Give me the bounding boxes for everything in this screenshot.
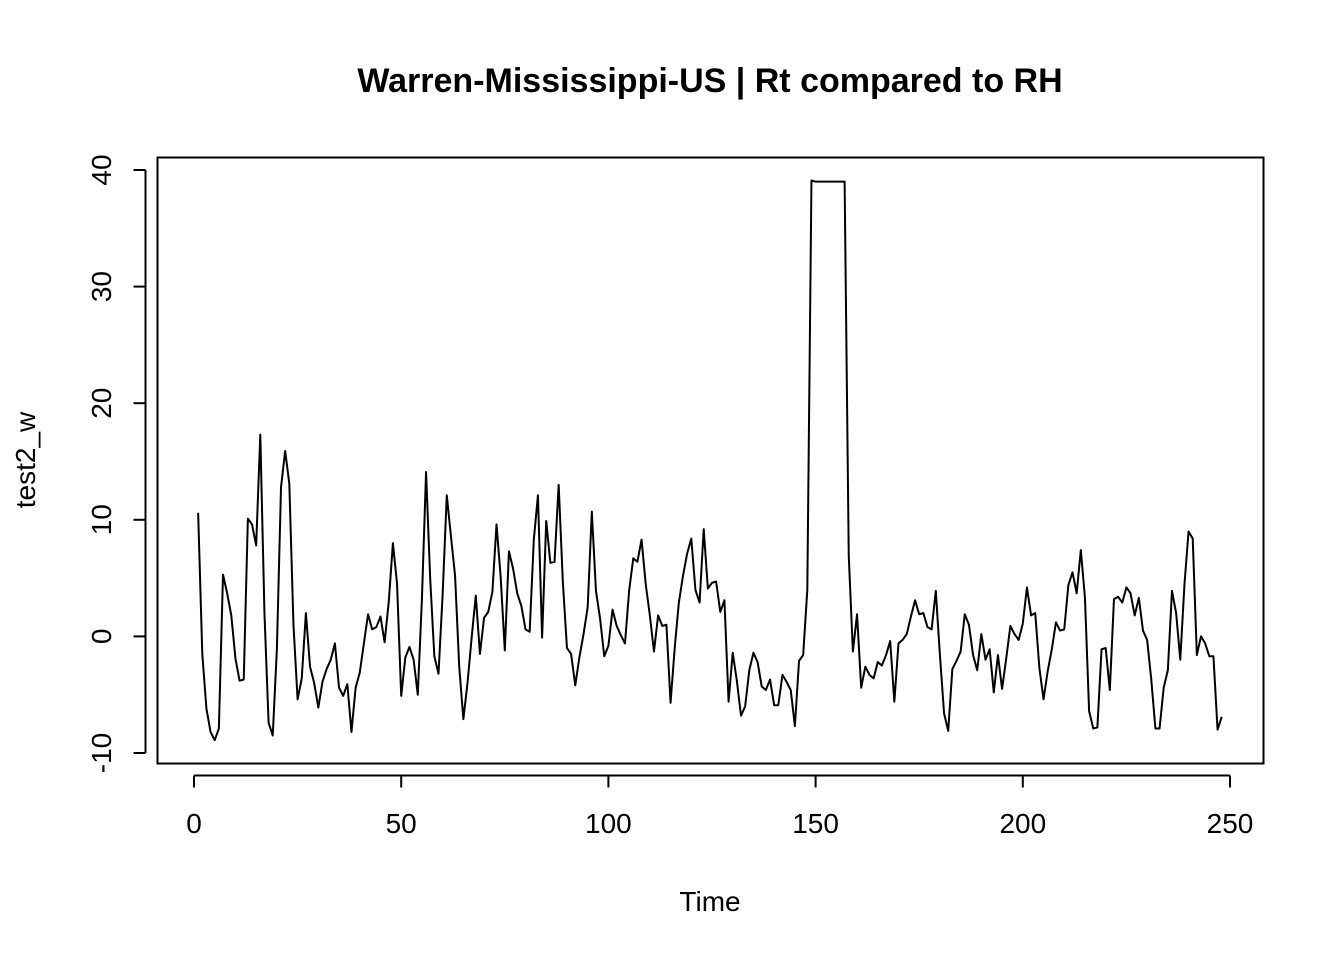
plot-frame (156, 156, 1265, 765)
x-tick-label: 0 (186, 808, 202, 839)
y-tick-label: 0 (86, 629, 117, 645)
y-tick-label: 30 (86, 271, 117, 302)
y-tick-label: 40 (86, 154, 117, 185)
y-tick-label: 20 (86, 388, 117, 419)
x-axis-label: Time (679, 886, 740, 917)
x-axis: 0 50 100 150 200 250 (186, 774, 1254, 839)
y-axis-label: test2_w (10, 411, 41, 508)
x-tick-label: 250 (1207, 808, 1254, 839)
x-tick-label: 200 (999, 808, 1046, 839)
x-tick-label: 100 (585, 808, 632, 839)
y-axis: -10 0 10 20 30 40 (86, 154, 147, 773)
y-tick-label: 10 (86, 504, 117, 535)
series-line (197, 179, 1223, 742)
x-tick-label: 150 (792, 808, 839, 839)
series-layer (197, 179, 1223, 742)
y-tick-label: -10 (86, 733, 117, 773)
chart-title: Warren-Mississippi-US | Rt compared to R… (357, 62, 1062, 100)
x-tick-label: 50 (386, 808, 417, 839)
